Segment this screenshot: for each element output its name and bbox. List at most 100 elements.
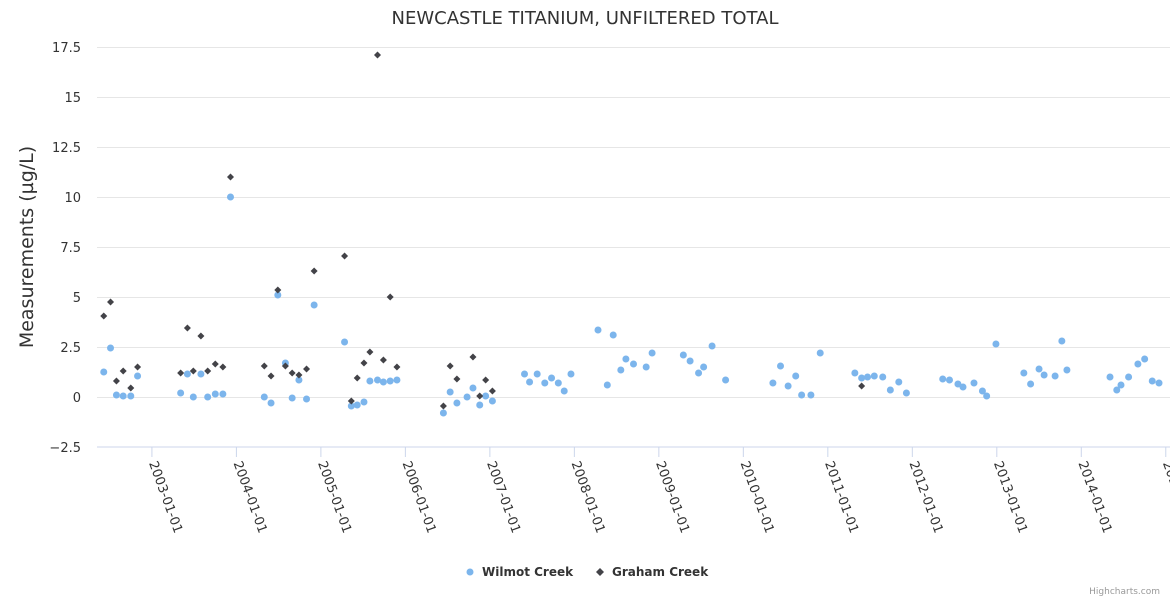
data-point-wilmot-creek <box>197 370 205 378</box>
data-point-wilmot-creek <box>177 389 185 397</box>
data-point-graham-creek <box>288 369 296 377</box>
data-point-wilmot-creek <box>679 351 687 359</box>
y-tick-label: 15 <box>64 91 81 106</box>
data-point-wilmot-creek <box>274 291 282 299</box>
data-point-wilmot-creek <box>622 355 630 363</box>
data-point-wilmot-creek <box>798 391 806 399</box>
data-point-wilmot-creek <box>183 370 191 378</box>
data-point-graham-creek <box>469 353 477 361</box>
data-point-wilmot-creek <box>648 349 656 357</box>
legend-item-graham-creek[interactable]: Graham Creek <box>596 565 709 579</box>
data-point-graham-creek <box>353 374 361 382</box>
data-point-wilmot-creek <box>554 379 562 387</box>
data-point-graham-creek <box>446 362 454 370</box>
data-point-wilmot-creek <box>1141 355 1149 363</box>
data-point-graham-creek <box>226 173 234 181</box>
data-point-wilmot-creek <box>226 193 234 201</box>
y-tick-label: 7.5 <box>60 241 81 256</box>
data-point-wilmot-creek <box>1063 366 1071 374</box>
data-point-wilmot-creek <box>112 391 120 399</box>
data-point-wilmot-creek <box>1117 381 1125 389</box>
legend: Wilmot Creek Graham Creek <box>466 565 709 579</box>
data-point-wilmot-creek <box>469 384 477 392</box>
data-point-wilmot-creek <box>303 395 311 403</box>
data-point-graham-creek <box>274 286 282 294</box>
data-point-wilmot-creek <box>902 389 910 397</box>
data-point-wilmot-creek <box>858 374 866 382</box>
data-point-graham-creek <box>219 363 227 371</box>
data-point-wilmot-creek <box>219 390 227 398</box>
data-point-wilmot-creek <box>879 373 887 381</box>
legend-marker-circle <box>466 568 474 576</box>
data-point-graham-creek <box>476 392 484 400</box>
data-point-wilmot-creek <box>617 366 625 374</box>
data-point-wilmot-creek <box>642 363 650 371</box>
data-point-wilmot-creek <box>603 381 611 389</box>
data-point-wilmot-creek <box>630 360 637 368</box>
data-point-wilmot-creek <box>560 387 568 395</box>
data-point-wilmot-creek <box>453 399 461 407</box>
data-point-wilmot-creek <box>594 326 602 334</box>
legend-label-graham-creek: Graham Creek <box>612 565 709 579</box>
data-point-wilmot-creek <box>439 409 447 417</box>
data-point-wilmot-creek <box>722 376 730 384</box>
data-point-graham-creek <box>360 359 368 367</box>
data-point-wilmot-creek <box>609 331 617 339</box>
data-point-wilmot-creek <box>895 378 903 386</box>
data-point-graham-creek <box>393 363 401 371</box>
data-point-wilmot-creek <box>267 399 275 407</box>
y-tick-label: 2.5 <box>60 341 81 356</box>
data-point-graham-creek <box>439 402 447 410</box>
data-point-wilmot-creek <box>482 392 490 400</box>
data-point-wilmot-creek <box>992 340 1000 348</box>
data-point-graham-creek <box>177 369 185 377</box>
data-point-wilmot-creek <box>1125 373 1133 381</box>
data-point-graham-creek <box>112 377 120 385</box>
data-point-graham-creek <box>183 324 191 332</box>
data-point-wilmot-creek <box>1113 386 1121 394</box>
data-point-wilmot-creek <box>851 369 859 377</box>
data-point-graham-creek <box>211 360 219 368</box>
legend-item-wilmot-creek[interactable]: Wilmot Creek <box>466 565 575 579</box>
credits-link[interactable]: Highcharts.com <box>1089 587 1160 597</box>
data-point-graham-creek <box>453 375 461 383</box>
data-point-wilmot-creek <box>295 376 303 384</box>
data-point-wilmot-creek <box>360 398 368 406</box>
data-point-graham-creek <box>295 371 303 379</box>
data-point-graham-creek <box>107 298 115 306</box>
data-point-wilmot-creek <box>488 397 496 405</box>
data-point-wilmot-creek <box>945 376 953 384</box>
legend-marker-diamond <box>596 568 604 576</box>
y-axis-label: Measurements (µg/L) <box>16 146 38 348</box>
data-point-wilmot-creek <box>347 402 355 410</box>
data-point-graham-creek <box>310 267 318 275</box>
y-tick-label: −2.5 <box>49 441 81 456</box>
data-point-graham-creek <box>858 382 866 390</box>
data-point-graham-creek <box>134 363 142 371</box>
data-point-wilmot-creek <box>541 379 549 387</box>
data-point-wilmot-creek <box>792 372 800 380</box>
data-point-wilmot-creek <box>777 362 785 370</box>
data-point-graham-creek <box>482 376 490 384</box>
data-point-wilmot-creek <box>939 375 947 383</box>
data-point-graham-creek <box>100 312 108 320</box>
y-tick-label: 10 <box>64 191 81 206</box>
data-point-wilmot-creek <box>864 373 872 381</box>
data-point-graham-creek <box>341 252 349 260</box>
data-point-graham-creek <box>281 362 289 370</box>
data-point-graham-creek <box>386 293 394 301</box>
data-point-wilmot-creek <box>807 391 815 399</box>
data-point-graham-creek <box>488 387 496 395</box>
data-point-wilmot-creek <box>366 377 374 385</box>
data-point-wilmot-creek <box>1040 371 1048 379</box>
data-point-wilmot-creek <box>476 401 484 409</box>
y-tick-label: 0 <box>73 391 81 406</box>
data-point-wilmot-creek <box>870 372 878 380</box>
data-point-graham-creek <box>366 348 374 356</box>
data-point-wilmot-creek <box>127 392 135 400</box>
data-point-wilmot-creek <box>695 369 703 377</box>
data-point-wilmot-creek <box>816 349 824 357</box>
data-point-wilmot-creek <box>463 393 471 401</box>
data-point-wilmot-creek <box>548 374 556 382</box>
